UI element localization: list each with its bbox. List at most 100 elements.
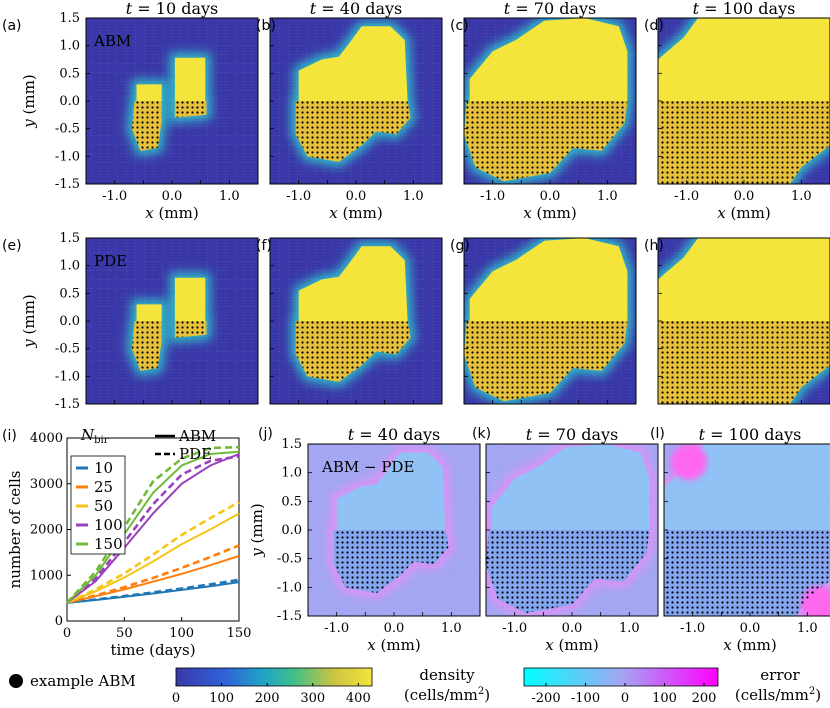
panel-title: t = 100 days xyxy=(699,425,802,444)
density-panel-d: (d) t = 100 days -1.0 0.0 1.0 x (mm) xyxy=(644,0,830,222)
x-axis-label-unit: (mm) xyxy=(554,636,599,654)
y-tick-label: 1.0 xyxy=(59,39,80,54)
error-panel-k: (k) t = 70 days -1.0 0.0 1.0 x (mm) xyxy=(472,425,659,654)
x-axis-label-var: x xyxy=(545,636,554,654)
x-tick-label: 50 xyxy=(116,626,133,641)
panel-title-rest: = 100 days xyxy=(699,0,795,18)
legend-title: Nbir xyxy=(80,426,109,446)
panel-label: (h) xyxy=(644,238,664,254)
density-label: density xyxy=(419,666,475,684)
series-50-abm-line xyxy=(66,512,240,604)
error-colorbar-tick-label: 0 xyxy=(621,691,629,706)
heatmap xyxy=(658,238,830,404)
error-panel-l: (l) t = 100 days -1.0 0.0 1.0 x (mm) xyxy=(650,425,830,654)
x-axis-label: x (mm) xyxy=(717,204,770,222)
y-tick-label: -1.5 xyxy=(277,609,302,624)
x-axis-label-var: x xyxy=(145,204,154,222)
panel-title-rest: = 40 days xyxy=(316,0,402,18)
example-abm-label: example ABM xyxy=(30,672,136,690)
error-colorbar-tick-label: -100 xyxy=(571,691,600,706)
y-tick-label: 1.0 xyxy=(281,466,302,481)
x-tick-label: 1.0 xyxy=(619,621,640,636)
panel-title: t = 40 days xyxy=(348,425,441,444)
density-panel-a: (a)t = 10 daysABM1.51.00.50.0-0.5-1.0-1.… xyxy=(2,0,259,222)
panel-title-var: t xyxy=(526,425,533,444)
density-panel-c: (c) t = 70 days -1.0 0.0 1.0 x (mm) xyxy=(450,0,637,222)
error-colorbar-tick-label: -200 xyxy=(531,691,560,706)
bottom-legends: example ABM 0 100 200 300 400 density (cells/mm… xyxy=(9,666,821,706)
x-axis-label-unit: (mm) xyxy=(376,636,421,654)
heatmap xyxy=(464,238,636,404)
y-axis-label-var: y xyxy=(248,548,266,558)
x-tick-label: 150 xyxy=(227,626,252,641)
x-tick-label: 1.0 xyxy=(791,189,812,204)
heatmap xyxy=(86,238,258,404)
y-tick-label: 1.5 xyxy=(281,437,302,452)
panel-title-rest: = 70 days xyxy=(532,425,618,444)
panel-title-rest: = 40 days xyxy=(354,425,440,444)
y-axis-label-unit: (mm) xyxy=(20,74,38,119)
legend-entry: 100 xyxy=(94,516,123,534)
gridlines xyxy=(464,18,636,184)
x-axis-label-unit: (mm) xyxy=(338,204,383,222)
y-tick-label: 0.5 xyxy=(59,286,80,301)
y-tick-label: -0.5 xyxy=(277,552,302,567)
x-axis-label: x (mm) xyxy=(545,636,598,654)
series-100-abm-line xyxy=(66,453,240,604)
error-unit-sup: 2 xyxy=(809,686,815,697)
series-100-pde-line xyxy=(66,455,240,604)
panel-title-rest: = 100 days xyxy=(705,425,801,444)
y-tick-label: 0.5 xyxy=(281,494,302,509)
x-axis-label: x (mm) xyxy=(145,204,198,222)
x-tick-label: 0.0 xyxy=(346,189,367,204)
y-axis-label: y (mm) xyxy=(20,74,38,128)
y-tick-label: 1.5 xyxy=(59,231,80,246)
panel-label: (b) xyxy=(256,18,276,34)
panel-title: t = 40 days xyxy=(310,0,403,18)
panel-annotation: ABM − PDE xyxy=(321,458,414,476)
gridlines xyxy=(270,238,442,404)
y-tick-label: -1.5 xyxy=(55,397,80,412)
x-axis-label-unit: (mm) xyxy=(732,636,777,654)
y-tick-label: 0.5 xyxy=(59,66,80,81)
panel-title: t = 100 days xyxy=(693,0,796,18)
panel-label: (k) xyxy=(472,426,491,442)
y-axis-label: y (mm) xyxy=(20,294,38,348)
x-axis-label: x (mm) xyxy=(329,204,382,222)
error-unit: (cells/mm2) xyxy=(735,686,821,704)
heatmap xyxy=(270,238,442,404)
y-tick-label: -0.5 xyxy=(55,122,80,137)
x-axis-label-unit: (mm) xyxy=(532,204,577,222)
y-tick-label: -1.0 xyxy=(277,580,302,595)
panel-title-var: t xyxy=(693,0,700,18)
x-tick-label: 0.0 xyxy=(734,189,755,204)
x-tick-label: 0.0 xyxy=(740,621,761,636)
x-axis-label-var: x xyxy=(367,636,376,654)
y-tick-label: -1.0 xyxy=(55,369,80,384)
y-axis-label-unit: (mm) xyxy=(20,294,38,339)
y-tick-label: -0.5 xyxy=(55,342,80,357)
y-tick-label: 2000 xyxy=(30,523,63,538)
panel-title-var: t xyxy=(126,0,133,18)
x-axis-label-unit: (mm) xyxy=(726,204,771,222)
series-150-pde-line xyxy=(66,445,240,604)
heatmap xyxy=(86,18,258,184)
x-tick-label: -1.0 xyxy=(102,189,127,204)
density-colorbar-tick-label: 100 xyxy=(209,691,234,706)
density-panel-h: (h) xyxy=(644,237,830,405)
panel-title-var: t xyxy=(504,0,511,18)
panel-label: (a) xyxy=(2,18,22,34)
y-axis-label-unit: (mm) xyxy=(248,503,266,548)
panel-title-var: t xyxy=(699,425,706,444)
density-colorbar xyxy=(175,667,373,687)
x-axis-label: x (mm) xyxy=(523,204,576,222)
panel-title: t = 70 days xyxy=(526,425,619,444)
x-tick-label: 0.0 xyxy=(162,189,183,204)
y-tick-label: 0.0 xyxy=(281,523,302,538)
x-tick-label: 100 xyxy=(169,626,194,641)
panel-annotation: PDE xyxy=(94,252,127,270)
y-tick-label: 4000 xyxy=(30,431,63,446)
y-tick-label: 3000 xyxy=(30,477,63,492)
